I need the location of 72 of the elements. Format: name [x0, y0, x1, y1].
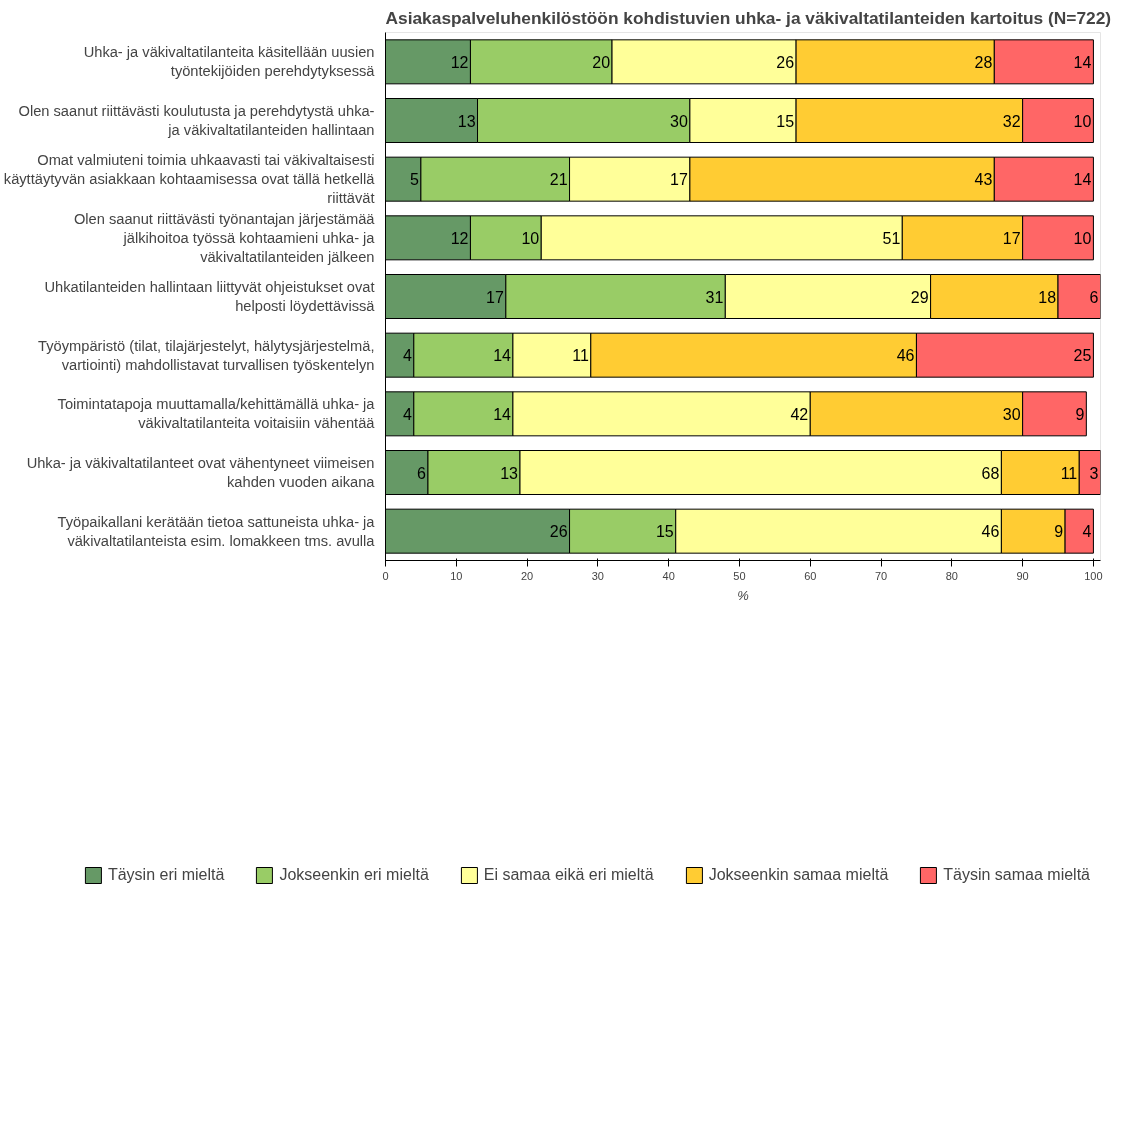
data-label: 46: [896, 347, 915, 365]
x-tick-label: 20: [520, 569, 534, 582]
data-label: 14: [1073, 53, 1092, 71]
y-tick-label: Työympäristö (tilat, tilajärjestelyt, hälytysjärjestelmä, vartiointi) mahdollistavat turvallisen työskentelyn: [38, 337, 375, 373]
data-label: 6: [417, 464, 427, 482]
data-label: 15: [655, 523, 674, 541]
x-tick-label: 30: [591, 569, 605, 582]
legend-label: Jokseenkin eri mieltä: [279, 866, 429, 884]
y-tick-label: Olen saanut riittävästi työnantajan järjestämää jälkihoitoa työssä kohtaamieni uhka- ja väkivaltatilanteiden jälkeen: [73, 210, 376, 266]
data-label: 14: [493, 347, 512, 365]
data-label: 20: [592, 53, 611, 71]
data-label: 18: [1038, 288, 1057, 306]
data-label: 9: [1054, 523, 1064, 541]
y-tick-label: Uhka- ja väkivaltatilanteita käsitellään uusien työntekijöiden perehdytyksessä: [83, 44, 376, 80]
data-label: 13: [457, 112, 476, 130]
legend-label: Täysin samaa mieltä: [943, 866, 1090, 884]
x-tick-label: 70: [874, 569, 888, 582]
data-label: 17: [486, 288, 504, 306]
data-label: 30: [1002, 405, 1021, 423]
legend-label: Täysin eri mieltä: [107, 866, 225, 884]
x-tick-label: 50: [733, 569, 746, 582]
data-label: 6: [1089, 288, 1099, 306]
x-tick-label: 60: [804, 569, 817, 582]
chart-title: Asiakaspalveluhenkilöstöön kohdistuvien uhka- ja väkivaltatilanteiden kartoitus (N=722): [385, 7, 1112, 28]
data-label: 43: [974, 171, 993, 189]
legend-label: Jokseenkin samaa mieltä: [708, 866, 889, 884]
data-label: 9: [1075, 405, 1085, 423]
y-tick-label: Toimintatapoja muuttamalla/kehittämällä uhka- ja väkivaltatilanteita voitaisiin vähentää: [57, 396, 376, 432]
data-label: 11: [572, 347, 589, 365]
data-label: 14: [493, 405, 512, 423]
data-label: 12: [450, 53, 469, 71]
data-label: 12: [450, 229, 469, 247]
x-tick-label: 100: [1084, 569, 1103, 582]
y-tick-label: Olen saanut riittävästi koulutusta ja perehdytystä uhka- ja väkivaltatilanteiden hallintaan: [18, 102, 375, 139]
legend-label: Ei samaa eikä eri mieltä: [483, 866, 654, 884]
data-label: 46: [981, 523, 1000, 541]
data-label: 25: [1073, 347, 1092, 365]
data-label: 4: [1082, 523, 1092, 541]
data-label: 32: [1002, 112, 1021, 130]
x-tick-label: 10: [450, 569, 463, 582]
data-label: 10: [521, 229, 540, 247]
y-tick-label: Omat valmiuteni toimia uhkaavasti tai väkivaltaisesti käyttäytyvän asiakkaan kohtaamisessa ovat tällä hetkellä riittävät: [3, 151, 376, 207]
data-label: 4: [402, 405, 412, 423]
x-tick-label: 80: [945, 569, 958, 582]
x-tick-label: 40: [662, 569, 675, 582]
data-label: 3: [1089, 464, 1099, 482]
x-axis-title: %: [737, 587, 749, 603]
data-label: 13: [500, 464, 519, 482]
data-label: 5: [410, 171, 419, 189]
data-label: 14: [1073, 171, 1092, 189]
x-tick-label: 0: [382, 569, 389, 582]
data-label: 68: [981, 464, 1000, 482]
data-label: 17: [670, 171, 689, 189]
data-label: 21: [549, 171, 568, 189]
data-label: 26: [549, 523, 568, 541]
data-label: 10: [1073, 229, 1092, 247]
data-label: 42: [790, 405, 809, 423]
x-tick-label: 90: [1016, 569, 1029, 582]
y-tick-label: Uhkatilanteiden hallintaan liittyvät ohjeistukset ovat helposti löydettävissä: [44, 278, 376, 315]
data-label: 10: [1073, 112, 1092, 130]
data-label: 11: [1060, 464, 1078, 482]
data-label: 29: [910, 288, 929, 306]
data-label: 4: [402, 347, 412, 365]
data-label: 30: [670, 112, 689, 130]
data-label: 26: [776, 53, 795, 71]
data-label: 17: [1002, 229, 1021, 247]
y-tick-label: Työpaikallani kerätään tietoa sattuneista uhka- ja väkivaltatilanteista esim. lomakkeen tms. avulla: [57, 513, 376, 549]
data-label: 15: [776, 112, 795, 130]
data-label: 28: [974, 53, 993, 71]
data-label: 31: [705, 288, 724, 306]
data-label: 51: [882, 229, 901, 247]
y-tick-label: Uhka- ja väkivaltatilanteet ovat vähentyneet viimeisen kahden vuoden aikana: [26, 454, 376, 491]
